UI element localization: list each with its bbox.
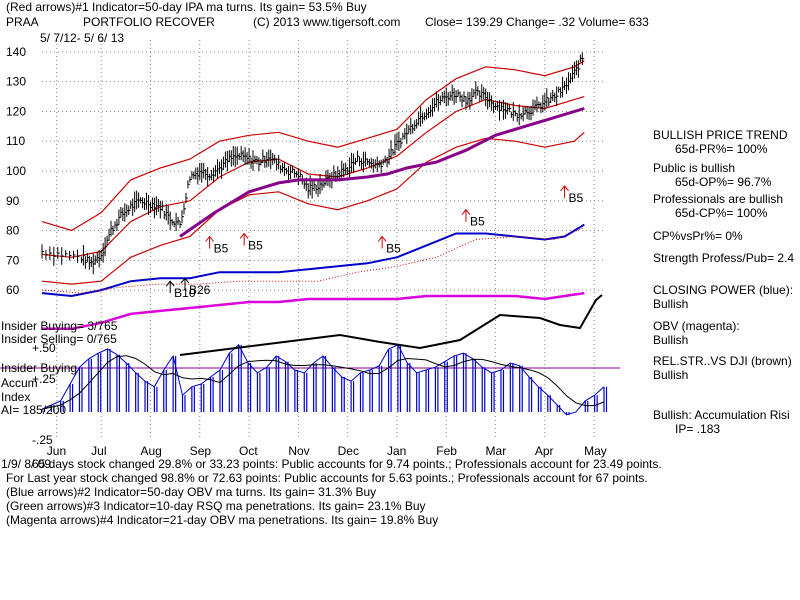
signal-label: B5 xyxy=(470,215,485,229)
bottom-line-2: For Last year stock changed 98.8% or 72.… xyxy=(6,471,648,485)
ai-label: AI= 185/200 xyxy=(1,403,67,417)
relstr-line xyxy=(41,227,585,294)
upper-band-line xyxy=(41,60,585,232)
signal-label: B5 xyxy=(569,191,584,205)
accum-tick-label: +.25 xyxy=(32,372,56,386)
y-tick-label: 80 xyxy=(6,224,20,238)
relstr-value: Bullish xyxy=(653,368,689,382)
month-label: Mar xyxy=(486,444,507,458)
close-change-volume: Close= 139.29 Change= .32 Volume= 633 xyxy=(425,15,649,29)
y-tick-label: 100 xyxy=(6,164,26,178)
cp-line: 65d-CP%= 100% xyxy=(675,206,768,220)
op-line: 65d-OP%= 96.7% xyxy=(675,175,772,189)
month-label: Oct xyxy=(239,444,258,458)
closing-power-label: CLOSING POWER (blue): xyxy=(653,283,794,297)
bottom-line-4: (Green arrows)#3 Indicator=10-day RSQ ma… xyxy=(6,499,426,513)
month-label: Sep xyxy=(190,444,212,458)
accum-layer xyxy=(41,294,608,416)
copyright: (C) 2013 www.tigersoft.com xyxy=(253,15,401,29)
signal-label: B5 xyxy=(248,239,263,253)
signal-arrow-head xyxy=(180,277,190,284)
accum-tick-label: -.25 xyxy=(32,433,53,447)
cp-vs-pr: CP%vsPr%= 0% xyxy=(653,229,743,243)
relstr-label: REL.STR..VS DJI (brown) xyxy=(653,354,792,368)
month-label: Aug xyxy=(140,444,161,458)
bottom-line-5: (Magenta arrows)#4 Indicator=21-day OBV … xyxy=(6,513,439,527)
insider-selling-count: Insider Selling= 0/765 xyxy=(1,332,117,346)
month-label: Feb xyxy=(436,444,457,458)
company-name: PORTFOLIO RECOVER xyxy=(83,15,215,29)
insider-buying-label: Insider Buying xyxy=(1,361,78,375)
ticker: PRAA xyxy=(6,15,39,29)
scrap-label: 1/9/ 8/ 09 xyxy=(1,457,52,471)
signal-arrow-head xyxy=(239,232,249,239)
date-range: 5/ 7/12- 5/ 6/ 13 xyxy=(40,31,125,45)
y-tick-label: 60 xyxy=(6,283,20,297)
month-label: Dec xyxy=(338,444,359,458)
accum-tick-label: +.50 xyxy=(32,341,56,355)
signal-label: B5 xyxy=(386,242,401,256)
accum-status: Bullish: Accumulation Risi xyxy=(653,408,790,422)
price-layer xyxy=(41,52,585,275)
month-label: Jun xyxy=(47,444,66,458)
month-label: May xyxy=(584,444,607,458)
y-tick-label: 90 xyxy=(6,194,20,208)
strength-ratio: Strength Profess/Pub= 2.4 xyxy=(653,251,795,265)
accum-ma-line xyxy=(41,355,605,410)
bottom-line-3: (Blue arrows)#2 Indicator=50-day OBV ma … xyxy=(6,485,377,499)
signal-arrow-head xyxy=(205,235,215,242)
y-tick-label: 140 xyxy=(6,45,26,59)
professionals-status: Professionals are bullish xyxy=(653,192,784,206)
bottom-line-1: 65 days stock changed 29.8% or 33.23 poi… xyxy=(32,457,662,471)
insider-buying-count: Insider Buying= 3/765 xyxy=(1,319,118,333)
signal-label: B26 xyxy=(189,283,211,297)
grid-layer xyxy=(42,40,604,440)
y-tick-label: 110 xyxy=(6,134,25,148)
y-tick-label: 130 xyxy=(6,75,26,89)
trend-title: BULLISH PRICE TREND xyxy=(653,128,788,142)
lower-band-line xyxy=(41,131,585,285)
month-label: Jul xyxy=(91,444,106,458)
month-label: Apr xyxy=(535,444,554,458)
month-label: Nov xyxy=(288,444,309,458)
ip-line: IP= .183 xyxy=(675,422,721,436)
signal-label: B10 xyxy=(174,286,196,300)
ma21-line xyxy=(41,96,585,258)
pr-line: 65d-PR%= 100% xyxy=(675,142,768,156)
closing-power-line xyxy=(41,223,585,298)
signal-arrow-head xyxy=(377,235,387,242)
obv-line xyxy=(42,291,585,331)
closing-power-value: Bullish xyxy=(653,297,689,311)
accum-upper-line xyxy=(179,294,603,356)
public-status: Public is bullish xyxy=(653,161,736,175)
signal-arrow-head xyxy=(165,280,175,287)
obv-label: OBV (magenta): xyxy=(653,319,740,333)
signal-label: B5 xyxy=(214,242,229,256)
accum-curve xyxy=(41,343,605,416)
obv-value: Bullish xyxy=(653,333,689,347)
axis-layer: 140 130 120 110 100 90 80 70 60 Jun Jul Aug Sep Oct No… xyxy=(6,45,607,458)
line-layer xyxy=(0,107,620,369)
ma50-line xyxy=(179,107,585,238)
y-tick-label: 120 xyxy=(6,104,26,118)
index-label: Index xyxy=(1,390,31,404)
y-tick-label: 70 xyxy=(6,253,20,267)
month-label: Jan xyxy=(387,444,406,458)
signal-arrow-head xyxy=(461,208,471,216)
indicator-line: (Red arrows)#1 Indicator=50-day IPA ma t… xyxy=(6,0,367,14)
accum-label: Accum xyxy=(1,376,38,390)
band-layer xyxy=(41,60,585,285)
signal-arrow-head xyxy=(560,185,569,192)
